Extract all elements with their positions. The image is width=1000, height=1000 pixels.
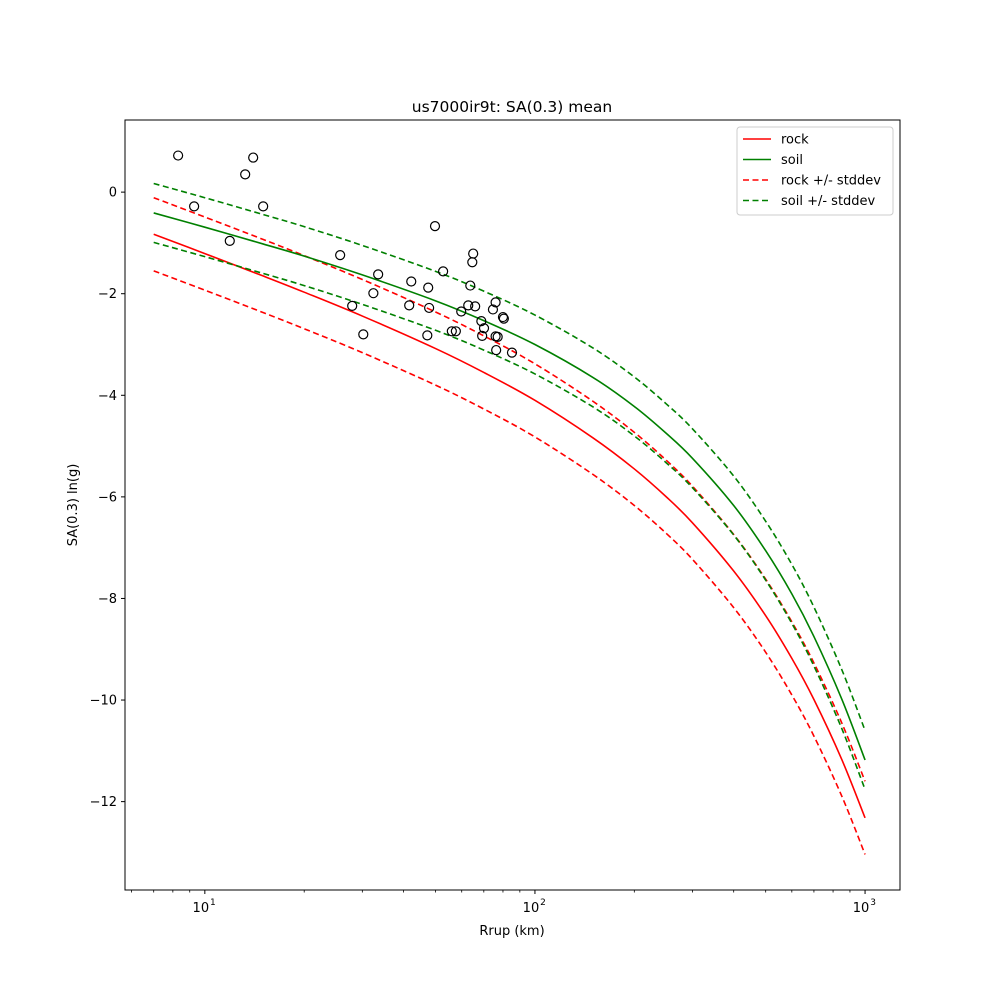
observation-point — [463, 300, 474, 311]
observation-point — [506, 347, 518, 358]
y-tick-label: −2 — [98, 287, 117, 302]
legend: rock soil rock +/- stddev soil +/- stddev — [736, 126, 894, 216]
curves — [153, 182, 866, 855]
x-axis-ticks: 10 1 10 2 10 3 — [131, 890, 876, 916]
x-tick-label: 10 — [853, 901, 870, 916]
observation-points — [173, 150, 518, 358]
observation-point — [450, 326, 461, 337]
observation-point — [189, 201, 200, 212]
observation-point — [423, 282, 434, 293]
soil-plus-stddev-line — [153, 182, 866, 731]
observation-point — [347, 300, 358, 311]
y-axis-label: SA(0.3) ln(g) — [66, 464, 81, 547]
rock-mean-line — [153, 233, 866, 819]
observation-point — [358, 329, 369, 340]
observation-point — [406, 276, 417, 287]
y-tick-label: −8 — [98, 592, 117, 607]
observation-point — [422, 330, 433, 341]
soil-mean-line — [153, 212, 866, 761]
x-tick-exponent: 3 — [870, 898, 876, 908]
observation-point — [429, 221, 441, 232]
legend-label: rock +/- stddev — [781, 174, 881, 189]
x-axis-label: Rrup (km) — [479, 924, 544, 939]
observation-point — [456, 306, 467, 317]
rock-minus-stddev-line — [153, 270, 866, 855]
observation-point — [487, 304, 499, 315]
y-axis-ticks: 0 −2 −4 −6 −8 −10 −12 — [90, 186, 125, 810]
observation-point — [404, 300, 415, 311]
observation-point — [335, 250, 346, 261]
observation-point — [173, 150, 184, 161]
legend-box — [736, 126, 894, 216]
observation-point — [492, 331, 503, 342]
observation-point — [491, 344, 502, 356]
observation-point — [368, 288, 379, 299]
observation-point — [240, 169, 251, 180]
observation-point — [424, 302, 435, 314]
observation-point — [476, 316, 487, 327]
y-tick-label: −4 — [98, 389, 117, 404]
y-tick-label: 0 — [109, 186, 117, 201]
observation-point — [248, 152, 259, 163]
y-tick-label: −10 — [90, 694, 117, 709]
x-tick-exponent: 2 — [540, 898, 546, 908]
observation-point — [438, 266, 449, 277]
soil-minus-stddev-line — [153, 241, 866, 790]
y-tick-label: −12 — [90, 795, 117, 810]
observation-point — [478, 323, 490, 334]
observation-point — [477, 330, 488, 341]
observation-point — [497, 311, 509, 323]
axes-frame — [124, 119, 901, 891]
observation-point — [465, 280, 476, 291]
observation-point — [373, 269, 384, 280]
y-tick-label: −6 — [98, 490, 117, 505]
x-tick-exponent: 1 — [210, 898, 216, 908]
observation-point — [468, 248, 479, 259]
rock-plus-stddev-line — [153, 196, 866, 782]
legend-label: soil +/- stddev — [781, 194, 876, 209]
legend-label: soil — [781, 153, 803, 168]
observation-point — [498, 313, 509, 324]
observation-point — [470, 301, 481, 312]
observation-point — [224, 235, 235, 246]
observation-point — [490, 297, 501, 308]
chart-title: us7000ir9t: SA(0.3) mean — [412, 98, 612, 116]
observation-point — [446, 326, 457, 337]
observation-point — [467, 257, 478, 268]
legend-label: rock — [781, 133, 809, 148]
x-tick-label: 10 — [193, 901, 210, 916]
observation-point — [258, 201, 269, 212]
x-tick-label: 10 — [523, 901, 540, 916]
